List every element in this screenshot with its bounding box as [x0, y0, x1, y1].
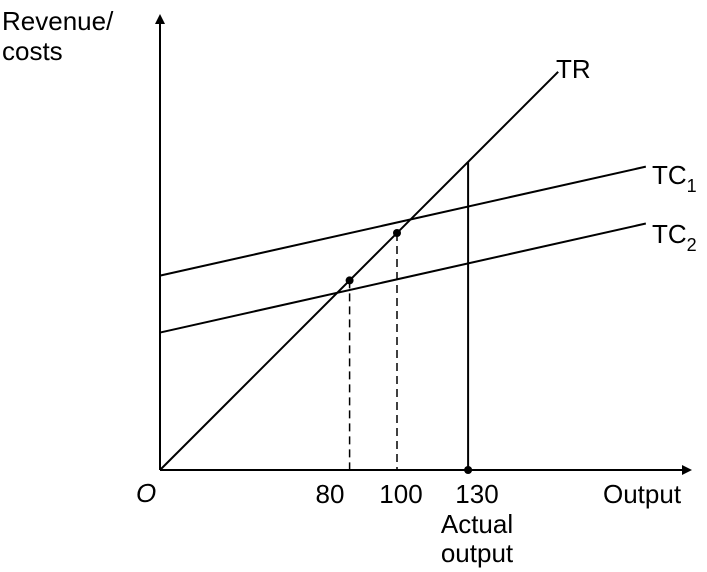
series-line-tr — [159, 71, 559, 471]
x-tick-label-100: 100 — [379, 479, 422, 509]
actual-output-annotation-line-1: Actual — [441, 509, 513, 539]
series-label-tc2: TC2 — [652, 219, 697, 255]
actual-output-annotation-line-2: output — [441, 538, 514, 568]
series-line-tc1 — [159, 165, 647, 277]
series-label-tc2-sub: 2 — [687, 235, 697, 255]
actual-output-point — [464, 466, 473, 474]
series-line-tc2 — [159, 222, 647, 334]
series-label-tc1-main: TC — [652, 160, 687, 190]
series-label-tc2-main: TC — [652, 219, 687, 249]
x-axis-label: Output — [603, 479, 682, 509]
series-label-tc1-sub: 1 — [687, 176, 697, 196]
origin-label: O — [136, 478, 156, 508]
x-tick-label-130: 130 — [455, 479, 498, 509]
y-axis-label-line-2: costs — [2, 36, 63, 66]
intersection-point-tr-tc1 — [393, 229, 401, 237]
intersection-point-tr-tc2 — [345, 276, 354, 285]
y-axis-label-line-1: Revenue/ — [2, 6, 114, 36]
series-label-tc1: TC1 — [652, 160, 697, 196]
x-tick-label-80: 80 — [316, 479, 345, 509]
series-label-tr: TR — [556, 54, 591, 84]
